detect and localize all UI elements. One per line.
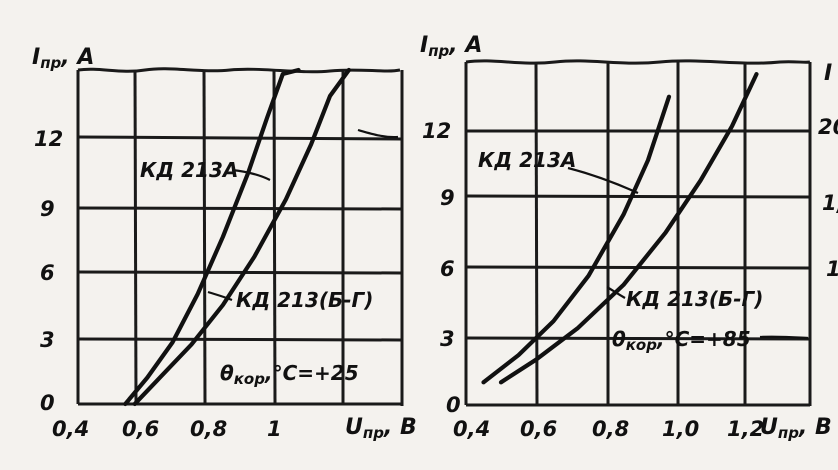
panel-2-leader-kd213bg	[606, 286, 626, 299]
panel-2-ytick-3: 3	[440, 327, 455, 351]
panel-1-series-kd213a	[123, 67, 301, 407]
panel-2-xtick-12: 1,2	[727, 417, 764, 441]
panel-1-ytick-6: 6	[40, 261, 55, 285]
panel-1-vgrid-06	[133, 69, 138, 405]
panel-1-leader-kd213bg	[207, 290, 233, 302]
panel-2-top-border	[465, 59, 811, 65]
panel-1-hgrid-9	[77, 206, 403, 211]
panel-2-ytick-9: 9	[440, 186, 455, 210]
panel-1-xtick-08: 0,8	[190, 417, 227, 441]
panel-2-xlabel: Uпр, B	[760, 415, 832, 442]
panel-2-vgrid-06	[534, 61, 539, 406]
panel-1-vgrid-1	[272, 69, 277, 405]
panel-1-condition: θкор,°C=+25	[220, 361, 359, 388]
panel-2-xtick-10: 1,0	[662, 417, 699, 441]
panel-2-xtick-08: 0,8	[592, 417, 629, 441]
panel-1-leader-kd213a	[231, 168, 271, 181]
panel-2-ylabel: Iпр, A	[420, 33, 482, 60]
panel-1-label-kd213bg: КД 213(Б-Г)	[236, 288, 373, 312]
panel-3-ytick-fragment-2: 1,	[822, 191, 838, 215]
panel-3-ylabel-fragment: I	[824, 61, 832, 86]
panel-1	[76, 67, 404, 406]
panel-1-series-kd213bg	[132, 67, 351, 407]
panel-1-curves	[123, 67, 351, 407]
panel-2-hgrid-9	[465, 194, 811, 199]
panel-1-vgrid-08	[202, 69, 207, 405]
panel-1-top-border	[77, 67, 401, 74]
panel-2-ytick-0: 0	[446, 393, 461, 417]
panel-2-hgrid-3	[465, 336, 811, 341]
panel-2-label-kd213a: КД 213А	[478, 148, 576, 172]
panel-2-ytick-6: 6	[440, 257, 455, 281]
panel-1-ytick-0: 0	[40, 391, 55, 415]
panel-2-label-kd213bg: КД 213(Б-Г)	[626, 287, 763, 311]
panel-2-leader-kd213a	[567, 166, 639, 195]
panel-2	[464, 59, 812, 407]
panel-2-series-kd213a	[481, 94, 672, 385]
panel-1-hgrid-3	[77, 337, 403, 342]
panel-1-hgrid-6	[77, 270, 403, 275]
panel-1-leader-top	[357, 128, 399, 139]
panel-1-ytick-9: 9	[40, 197, 55, 221]
panel-1-xtick-1: 1	[267, 417, 282, 441]
panel-2-ytick-12: 12	[422, 119, 451, 143]
panel-1-label-kd213a: КД 213А	[140, 158, 238, 182]
panel-1-ylabel: Iпр, A	[32, 45, 94, 72]
panel-1-ytick-3: 3	[40, 328, 55, 352]
panel-1-ytick-12: 12	[34, 127, 63, 151]
panel-2-condition: θкор,°C=+85	[612, 327, 751, 354]
panel-3-ytick-fragment-1: 20	[818, 115, 838, 139]
panel-2-xtick-06: 0,6	[520, 417, 557, 441]
panel-1-hgrid-12	[77, 135, 403, 141]
panel-3-ytick-fragment-3: 1	[826, 257, 838, 281]
panel-2-series-kd213bg	[498, 72, 759, 385]
panel-1-xlabel: Uпр, B	[345, 415, 417, 442]
panel-2-xtick-04: 0,4	[453, 417, 490, 441]
panel-1-xtick-06: 0,6	[122, 417, 159, 441]
panel-2-curves	[481, 72, 759, 385]
panel-1-xtick-04: 0,4	[52, 417, 89, 441]
panel-2-leader-cond	[759, 335, 809, 340]
